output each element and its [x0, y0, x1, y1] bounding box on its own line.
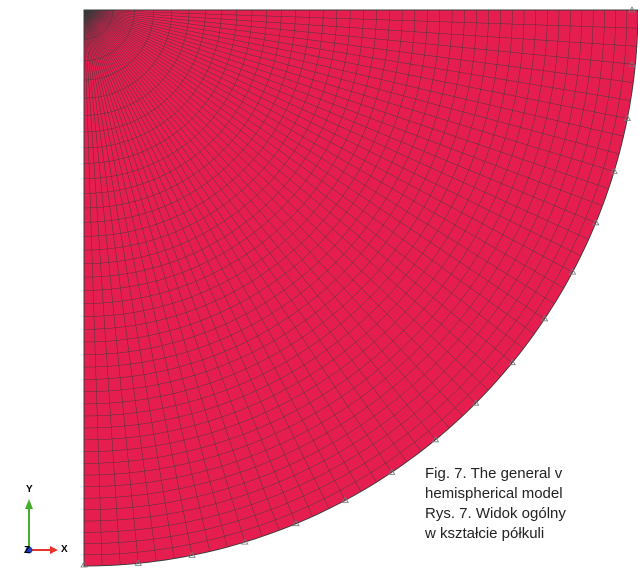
boundary-condition-markers	[80, 6, 636, 568]
boundary-marker	[188, 551, 196, 558]
z-axis-label: Z	[24, 545, 31, 556]
caption-line-2: hemispherical model	[425, 485, 563, 502]
boundary-marker	[628, 60, 636, 67]
boundary-marker	[134, 559, 143, 566]
x-axis-label: X	[61, 544, 68, 555]
boundary-marker	[610, 167, 618, 174]
caption-line-3: Rys. 7. Widok ogólny	[425, 505, 566, 522]
caption-line-4: w kształcie półkuli	[425, 525, 545, 542]
boundary-marker	[540, 315, 549, 322]
y-axis-label: Y	[26, 484, 33, 495]
boundary-marker	[471, 399, 480, 406]
caption-line-1: Fig. 7. The general v	[425, 465, 563, 482]
z-axis-dot	[25, 546, 33, 554]
boundary-marker	[292, 519, 300, 527]
x-axis-arrow-head	[50, 546, 58, 554]
boundary-marker	[388, 468, 396, 475]
axis-triad	[25, 499, 58, 554]
mesh-outline	[83, 9, 638, 567]
boundary-marker	[592, 219, 600, 226]
boundary-marker	[508, 358, 516, 366]
figure-caption: Fig. 7. The general v hemispherical mode…	[425, 464, 638, 570]
boundary-marker	[341, 496, 349, 503]
boundary-marker	[241, 538, 249, 545]
boundary-marker	[623, 114, 632, 121]
boundary-marker	[80, 561, 88, 568]
y-axis-arrow-head	[25, 499, 33, 509]
boundary-marker	[628, 6, 636, 13]
boundary-marker	[568, 268, 577, 275]
boundary-marker	[431, 436, 440, 443]
